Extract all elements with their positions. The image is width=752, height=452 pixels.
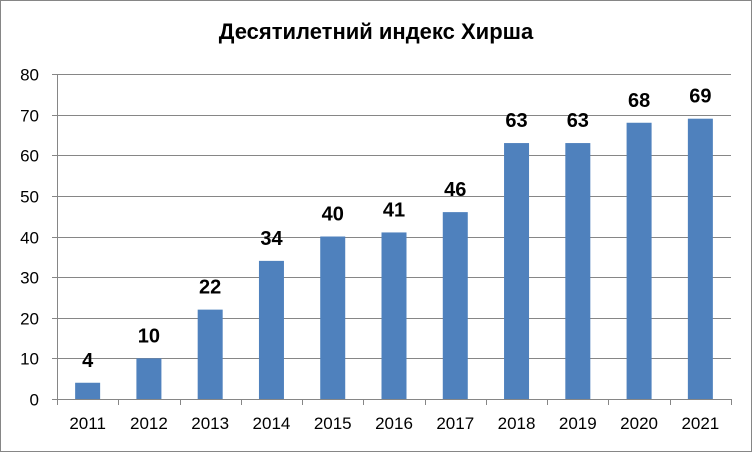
y-tick-labels: 0 10 20 30 40 50 60 70 80 xyxy=(20,66,39,410)
y-tick-label: 0 xyxy=(30,391,39,410)
chart-title: Десятилетний индекс Хирша xyxy=(218,19,534,44)
bar-2014 xyxy=(258,260,284,399)
data-label: 68 xyxy=(628,90,650,112)
x-tick-label: 2018 xyxy=(498,414,536,433)
bar-2020 xyxy=(626,122,652,399)
bar-2016 xyxy=(381,232,407,399)
y-tick-label: 60 xyxy=(20,147,39,166)
x-tick-label: 2011 xyxy=(69,414,106,433)
data-label: 63 xyxy=(567,110,589,132)
data-label: 34 xyxy=(260,228,283,250)
data-label: 22 xyxy=(199,277,221,299)
bar-2015 xyxy=(320,236,346,399)
axes xyxy=(52,74,732,405)
y-tick-label: 80 xyxy=(20,66,39,85)
x-tick-label: 2014 xyxy=(253,414,291,433)
y-tick-label: 30 xyxy=(20,269,39,288)
x-tick-label: 2020 xyxy=(620,414,658,433)
x-tick-label: 2019 xyxy=(559,414,597,433)
data-label: 69 xyxy=(689,86,711,108)
bar-2017 xyxy=(442,212,468,399)
x-tick-labels: 2011 2012 2013 2014 2015 2016 2017 2018 2019 2020… xyxy=(69,414,719,433)
x-tick-label: 2016 xyxy=(375,414,413,433)
data-labels: 4 10 22 34 40 41 46 63 63 68 69 xyxy=(82,86,711,372)
y-tick-label: 50 xyxy=(20,188,39,207)
data-label: 4 xyxy=(82,350,94,372)
bar-2012 xyxy=(136,358,162,399)
x-tick-label: 2013 xyxy=(191,414,229,433)
y-tick-label: 40 xyxy=(20,229,39,248)
bars xyxy=(75,118,713,399)
bar-2019 xyxy=(565,143,591,399)
data-label: 10 xyxy=(138,325,160,347)
data-label: 63 xyxy=(505,110,527,132)
y-tick-label: 70 xyxy=(20,107,39,126)
x-tick-label: 2015 xyxy=(314,414,352,433)
x-tick-label: 2012 xyxy=(130,414,168,433)
data-label: 40 xyxy=(322,204,344,226)
x-tick-label: 2021 xyxy=(681,414,719,433)
y-tick-label: 20 xyxy=(20,310,39,329)
bar-2018 xyxy=(504,143,530,399)
bar-2013 xyxy=(197,309,223,399)
data-label: 46 xyxy=(444,179,466,201)
x-tick-label: 2017 xyxy=(436,414,474,433)
y-tick-label: 10 xyxy=(20,350,39,369)
bar-2021 xyxy=(687,118,713,399)
bar-2011 xyxy=(75,382,101,399)
data-label: 41 xyxy=(383,199,405,221)
